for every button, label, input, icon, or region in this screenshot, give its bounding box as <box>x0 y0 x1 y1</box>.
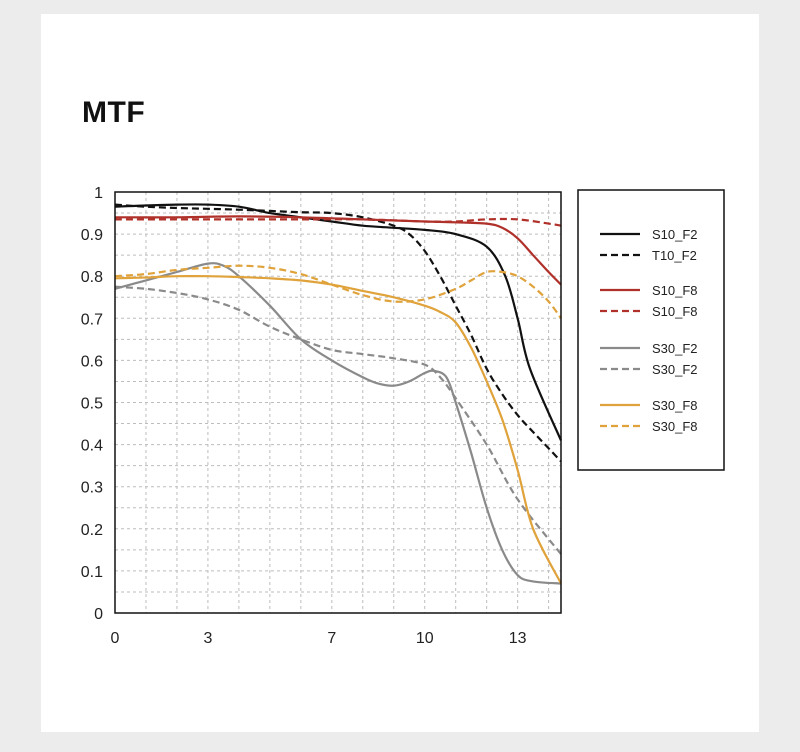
legend: S10_F2 T10_F2 S10_F8 S10_F8 S30_F2 S30_F2 S30_… <box>577 189 725 471</box>
y-tick-label: 0.7 <box>81 311 103 328</box>
grid <box>115 192 561 613</box>
y-tick-label: 1 <box>94 185 103 202</box>
x-tick-label: 0 <box>111 630 120 647</box>
y-tick-label: 0.9 <box>81 227 103 244</box>
series-lines <box>114 203 563 585</box>
y-tick-label: 0.2 <box>81 522 103 539</box>
legend-label: S30_F2 <box>652 362 698 377</box>
y-tick-label: 0.4 <box>81 438 103 455</box>
plot-frame <box>114 191 562 614</box>
x-tick-label: 10 <box>416 630 434 647</box>
tick-labels: 00.10.20.30.40.50.60.70.80.910 3 7 10 13 <box>81 185 527 647</box>
legend-label: S10_F8 <box>652 304 698 319</box>
legend-label: S30_F2 <box>652 341 698 356</box>
series-line-s30-f8-dashed <box>114 264 562 319</box>
legend-label: T10_F2 <box>652 248 697 263</box>
legend-box <box>577 189 725 471</box>
legend-label: S30_F8 <box>652 398 698 413</box>
legend-label: S30_F8 <box>652 419 698 434</box>
series-line-s10-f2-solid <box>114 203 563 441</box>
x-tick-label: 13 <box>509 630 527 647</box>
y-tick-label: 0 <box>94 606 103 623</box>
y-tick-label: 0.5 <box>81 396 103 413</box>
x-tick-label: 3 <box>203 630 212 647</box>
chart-title: MTF <box>82 96 146 129</box>
y-tick-label: 0.3 <box>81 480 103 497</box>
series-line-s10-f8-solid <box>114 215 562 286</box>
y-tick-label: 0.6 <box>81 353 103 370</box>
legend-label: S10_F8 <box>652 283 698 298</box>
y-tick-label: 0.8 <box>81 269 103 286</box>
series-line-t10-f2-dashed <box>114 203 562 463</box>
series-line-s30-f8-solid <box>114 274 562 584</box>
y-tick-label: 0.1 <box>81 564 103 581</box>
series-line-s10-f8-dashed <box>114 217 562 227</box>
series-line-s30-f2-solid <box>114 262 562 585</box>
series-line-s30-f2-dashed <box>114 285 562 555</box>
x-tick-label: 7 <box>327 630 336 647</box>
legend-label: S10_F2 <box>652 227 698 242</box>
